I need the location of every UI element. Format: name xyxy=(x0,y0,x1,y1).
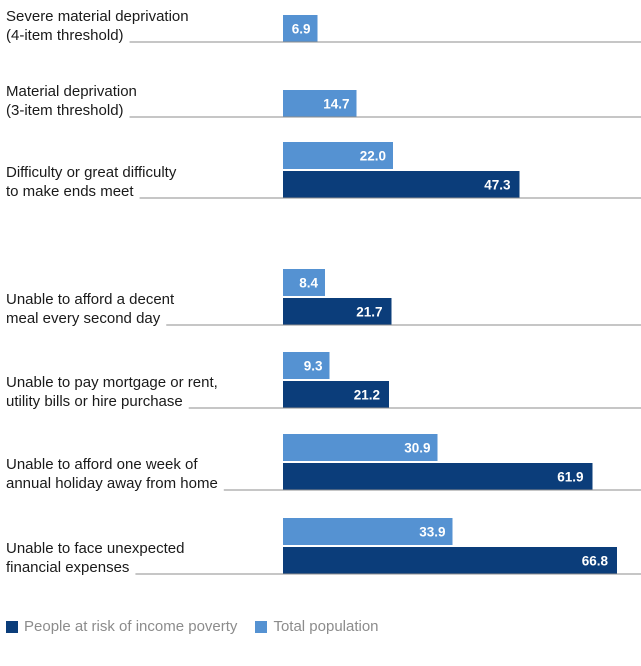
legend: People at risk of income poverty Total p… xyxy=(6,618,397,635)
legend-swatch-total-population xyxy=(255,620,268,633)
category-label-2-line1: Difficulty or great difficulty xyxy=(6,164,177,181)
category-label-5-line2: annual holiday away from home xyxy=(6,475,218,492)
bar-label-income-poverty-6: 66.8 xyxy=(582,554,609,569)
category-label-6-line2: financial expenses xyxy=(6,559,129,576)
legend-item-income-poverty: People at risk of income poverty xyxy=(6,618,237,635)
bar-label-income-poverty-4: 21.2 xyxy=(354,388,380,403)
legend-item-total-population: Total population xyxy=(255,618,379,635)
bar-total-population-3 xyxy=(283,269,325,296)
category-label-3-line1: Unable to afford a decent xyxy=(6,291,175,308)
bar-total-population-5 xyxy=(283,434,438,461)
bar-label-total-population-6: 33.9 xyxy=(419,525,445,540)
category-label-4-line2: utility bills or hire purchase xyxy=(6,393,183,410)
bar-income-poverty-4 xyxy=(283,381,389,408)
bar-total-population-4 xyxy=(283,352,330,379)
bar-label-total-population-3: 8.4 xyxy=(299,276,318,291)
bar-total-population-1 xyxy=(283,90,357,117)
legend-label-total-population: Total population xyxy=(273,618,379,635)
bar-label-total-population-1: 14.7 xyxy=(323,97,349,112)
bar-income-poverty-5 xyxy=(283,463,593,490)
bar-total-population-6 xyxy=(283,518,453,545)
category-label-2-line2: to make ends meet xyxy=(6,183,134,200)
category-label-1-line2: (3-item threshold) xyxy=(6,102,124,119)
legend-label-income-poverty: People at risk of income poverty xyxy=(24,618,238,635)
bar-total-population-0 xyxy=(283,15,318,42)
bar-label-income-poverty-2: 47.3 xyxy=(484,178,511,193)
bar-income-poverty-6 xyxy=(283,547,617,574)
bar-label-total-population-2: 22.0 xyxy=(360,149,386,164)
category-label-0-line1: Severe material deprivation xyxy=(6,8,189,25)
bar-label-total-population-5: 30.9 xyxy=(404,441,430,456)
bar-income-poverty-3 xyxy=(283,298,392,325)
category-label-0-line2: (4-item threshold) xyxy=(6,27,124,44)
legend-swatch-income-poverty xyxy=(6,620,18,633)
bar-label-total-population-0: 6.9 xyxy=(292,22,311,37)
category-label-3-line2: meal every second day xyxy=(6,310,161,327)
category-label-4-line1: Unable to pay mortgage or rent, xyxy=(6,374,218,391)
bar-income-poverty-2 xyxy=(283,171,520,198)
chart: 6.9 Severe material deprivation (4-item th… xyxy=(6,8,641,576)
bar-total-population-2 xyxy=(283,142,393,169)
category-label-6-line1: Unable to face unexpected xyxy=(6,540,184,557)
category-label-5-line1: Unable to afford one week of xyxy=(6,456,198,473)
category-label-1-line1: Material deprivation xyxy=(6,83,137,100)
bar-label-total-population-4: 9.3 xyxy=(304,359,323,374)
bar-label-income-poverty-3: 21.7 xyxy=(356,305,382,320)
bar-label-income-poverty-5: 61.9 xyxy=(557,470,583,485)
